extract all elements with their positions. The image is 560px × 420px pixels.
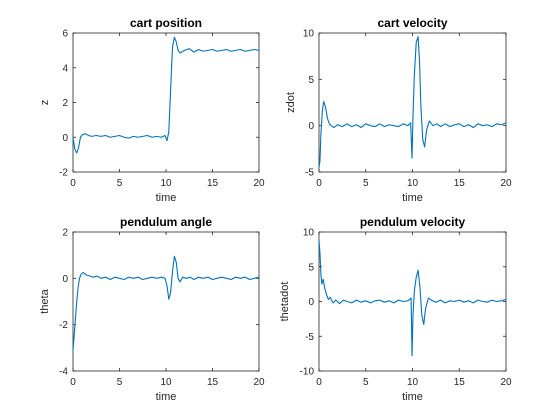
pendulum-angle-ylabel: theta [39, 288, 51, 313]
cart-velocity-ytick-label: 5 [308, 75, 314, 86]
cart-position-title: cart position [130, 16, 202, 30]
cart-position-xlabel: time [156, 192, 177, 204]
pendulum-velocity-xtick-label: 20 [500, 377, 512, 388]
pendulum-angle-plot-area [72, 231, 260, 372]
pendulum-angle-xtick-label: 10 [160, 377, 172, 388]
pendulum-angle-axes: 0 5 10 15 20 -4 -2 0 2 pendulum angle time theta [39, 215, 265, 403]
cart-position-ytick-label: 6 [62, 29, 68, 40]
pendulum-velocity-ytick-label: -5 [305, 332, 314, 343]
cart-position-xtick-label: 10 [160, 178, 172, 189]
pendulum-angle-xtick-label: 15 [207, 377, 219, 388]
pendulum-angle-ytick-label: 0 [62, 274, 68, 285]
pendulum-angle-xtick-label: 20 [253, 377, 265, 388]
pendulum-angle-ytick-label: 2 [62, 228, 68, 239]
pendulum-velocity-ytick-label: 5 [308, 262, 314, 273]
cart-position-ytick-label: 2 [62, 98, 68, 109]
pendulum-velocity-xtick-label: 5 [363, 377, 369, 388]
pendulum-angle-xtick-label: 0 [70, 377, 76, 388]
cart-position-ylabel: z [39, 100, 51, 106]
pendulum-angle-series-line [72, 255, 260, 351]
cart-velocity-ytick-label: 0 [308, 121, 314, 132]
pendulum-velocity-title: pendulum velocity [360, 215, 466, 229]
pendulum-velocity-ytick-label: 10 [303, 228, 315, 239]
pendulum-angle-ytick-label: -4 [59, 367, 68, 378]
pendulum-velocity-xtick-label: 10 [407, 377, 419, 388]
cart-velocity-xlabel: time [402, 192, 423, 204]
cart-position-ytick-label: -2 [59, 168, 68, 179]
pendulum-angle-xtick-label: 5 [117, 377, 123, 388]
pendulum-velocity-series-line [318, 240, 507, 357]
pendulum-velocity-xlabel: time [402, 391, 423, 403]
cart-velocity-ytick-label: -5 [305, 168, 314, 179]
cart-velocity-title: cart velocity [377, 16, 447, 30]
cart-position-xtick-label: 5 [117, 178, 123, 189]
cart-position-plot-area [72, 32, 260, 173]
cart-position-ytick-label: 0 [62, 133, 68, 144]
pendulum-velocity-ytick-label: 0 [308, 297, 314, 308]
cart-velocity-series-line [318, 36, 507, 168]
pendulum-angle-ytick-label: -2 [59, 320, 68, 331]
pendulum-angle-title: pendulum angle [120, 215, 212, 229]
pendulum-velocity-xtick-label: 15 [454, 377, 466, 388]
cart-position-xtick-label: 15 [207, 178, 219, 189]
cart-position-xtick-label: 0 [70, 178, 76, 189]
cart-position-series-line [72, 36, 260, 154]
cart-velocity-ylabel: zdot [285, 92, 297, 113]
cart-velocity-xtick-label: 5 [363, 178, 369, 189]
pendulum-angle-xlabel: time [156, 391, 177, 403]
cart-position-xtick-label: 20 [253, 178, 265, 189]
cart-velocity-xtick-label: 0 [316, 178, 322, 189]
cart-velocity-xtick-label: 20 [500, 178, 512, 189]
cart-velocity-xtick-label: 10 [407, 178, 419, 189]
pendulum-velocity-xtick-label: 0 [316, 377, 322, 388]
pendulum-velocity-ylabel: thetadot [279, 282, 291, 322]
cart-position-ytick-label: 4 [62, 63, 68, 74]
cart-velocity-ytick-label: 10 [303, 29, 315, 40]
cart-velocity-xtick-label: 15 [454, 178, 466, 189]
pendulum-velocity-axes: 0 5 10 15 20 -10 -5 0 5 10 pendulum velocity time th… [279, 215, 512, 403]
pendulum-velocity-ytick-label: -10 [300, 367, 315, 378]
